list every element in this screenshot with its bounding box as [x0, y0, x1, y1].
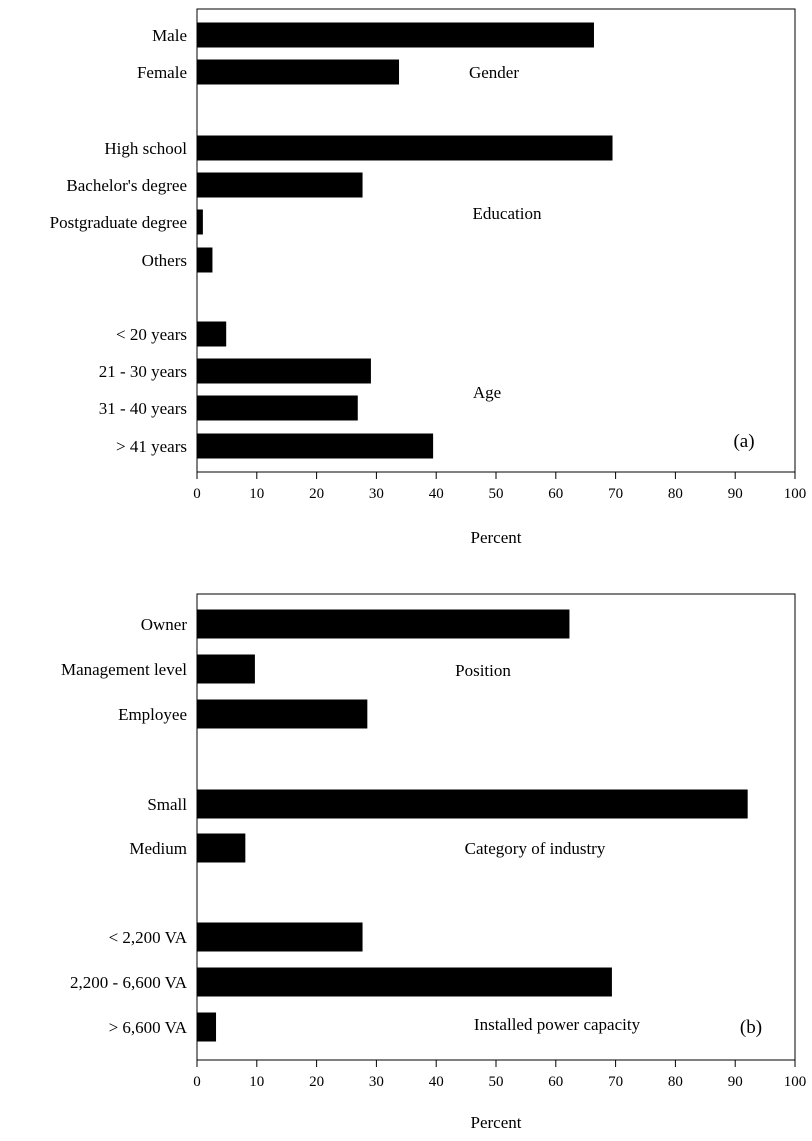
x-tick-label: 20 [309, 1074, 324, 1090]
x-tick-label: 60 [548, 486, 563, 502]
category-label: 31 - 40 years [99, 399, 187, 418]
category-label: 2,200 - 6,600 VA [70, 973, 188, 992]
x-tick-label: 0 [193, 486, 201, 502]
category-label: > 6,600 VA [109, 1018, 188, 1037]
x-axis-title: Percent [471, 1113, 522, 1132]
category-label: Employee [118, 705, 187, 724]
x-tick-label: 90 [728, 1074, 743, 1090]
x-tick-label: 30 [369, 486, 384, 502]
category-label: Owner [141, 615, 188, 634]
category-label: > 41 years [116, 437, 187, 456]
category-label: < 2,200 VA [109, 928, 188, 947]
bar [197, 1012, 217, 1042]
bar [197, 59, 400, 85]
x-tick-label: 70 [608, 1074, 623, 1090]
category-label: Others [142, 251, 187, 270]
panel-label: (a) [733, 431, 754, 452]
x-tick-label: 60 [548, 1074, 563, 1090]
group-label: Education [473, 204, 542, 223]
bar [197, 967, 612, 997]
bar [197, 358, 371, 384]
x-tick-label: 10 [249, 486, 264, 502]
category-label: Management level [61, 660, 187, 679]
x-tick-label: 40 [429, 1074, 444, 1090]
bar [197, 609, 570, 639]
x-tick-label: 10 [249, 1074, 264, 1090]
x-tick-label: 40 [429, 486, 444, 502]
x-axis-title: Percent [471, 528, 522, 547]
chart-panel-b: Owner Management level Employee Position Sma… [61, 593, 807, 1132]
category-label: Female [137, 63, 187, 82]
bar [197, 22, 594, 48]
panel-label: (b) [740, 1017, 762, 1038]
bar [197, 209, 203, 235]
x-tick-label: 50 [489, 486, 504, 502]
bar [197, 135, 613, 161]
x-tick-label: 0 [193, 1074, 201, 1090]
bar [197, 789, 748, 819]
x-tick-label: 90 [728, 486, 743, 502]
category-label: Medium [129, 839, 187, 858]
x-tick-label: 30 [369, 1074, 384, 1090]
bar [197, 433, 434, 459]
x-tick-label: 80 [668, 486, 683, 502]
bar [197, 172, 363, 198]
group-label: Gender [469, 63, 519, 82]
category-label: Male [152, 26, 187, 45]
category-label: 21 - 30 years [99, 362, 187, 381]
x-tick-label: 100 [784, 486, 807, 502]
x-tick-label: 80 [668, 1074, 683, 1090]
bar [197, 922, 363, 952]
group-label: Category of industry [465, 839, 606, 858]
category-label: < 20 years [116, 325, 187, 344]
category-label: Small [147, 795, 187, 814]
bar [197, 699, 368, 729]
category-label: High school [104, 139, 187, 158]
x-tick-label: 70 [608, 486, 623, 502]
bar [197, 833, 246, 863]
bar [197, 654, 255, 684]
group-label: Installed power capacity [474, 1015, 641, 1034]
category-label: Postgraduate degree [50, 213, 187, 232]
group-label: Position [455, 661, 511, 680]
x-tick-label: 100 [784, 1074, 807, 1090]
group-label: Age [473, 383, 501, 402]
chart-panel-a: Male Female Gender High school Bachelor's de… [50, 8, 807, 547]
bar [197, 395, 358, 421]
bar [197, 321, 227, 347]
bar [197, 247, 213, 273]
category-label: Bachelor's degree [66, 176, 187, 195]
x-tick-label: 50 [489, 1074, 504, 1090]
x-tick-label: 20 [309, 486, 324, 502]
